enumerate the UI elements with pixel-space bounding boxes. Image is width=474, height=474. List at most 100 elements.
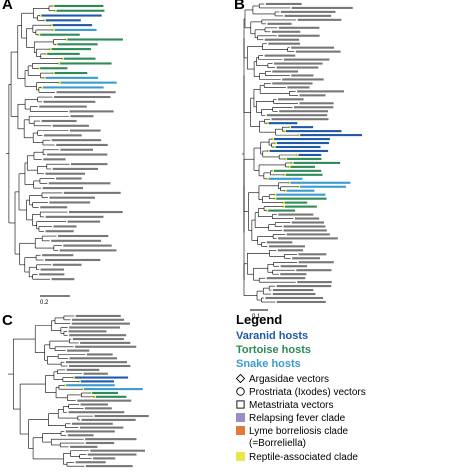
leaf-label-bar xyxy=(268,177,303,180)
leaf-label-bar xyxy=(266,114,328,117)
leaf-label-bar xyxy=(69,129,101,132)
leaf-label-bar xyxy=(59,249,117,252)
leaf-label-bar xyxy=(83,372,108,375)
legend-title: Legend xyxy=(236,312,283,327)
leaf-node-marker xyxy=(274,141,277,145)
leaf-label-bar xyxy=(69,334,127,337)
leaf-label-bar xyxy=(40,67,68,70)
legend-reptile-label: Reptile-associated clade xyxy=(249,452,358,463)
leaf-label-bar xyxy=(284,201,308,204)
leaf-label-bar xyxy=(272,292,316,296)
leaf-label-bar xyxy=(66,384,115,387)
leaf-label-bar xyxy=(85,465,133,468)
leaf-label-bar xyxy=(272,82,313,85)
leaf-label-bar xyxy=(276,66,319,69)
leaf-label-bar xyxy=(40,268,65,271)
leaf-label-bar xyxy=(79,426,124,429)
legend-relapsing-fever: Relapsing fever clade xyxy=(236,413,345,425)
leaf-label-bar xyxy=(272,70,299,73)
leaf-label-bar xyxy=(278,237,338,240)
leaf-label-bar xyxy=(80,403,108,406)
legend-relapsing-label: Relapsing fever clade xyxy=(249,413,346,424)
leaf-node-marker xyxy=(297,185,300,189)
leaf-label-bar xyxy=(298,153,322,156)
leaf-label-bar xyxy=(51,139,102,142)
leaf-label-bar xyxy=(290,181,351,184)
leaf-label-bar xyxy=(63,191,121,194)
leaf-label-bar xyxy=(290,165,315,168)
leaf-label-bar xyxy=(48,182,111,185)
leaf-label-bar xyxy=(283,225,326,228)
leaf-label-bar xyxy=(63,244,112,247)
legend-argasidae-label: Argasidae vectors xyxy=(249,374,330,385)
leaf-label-bar xyxy=(80,380,115,383)
diamond-icon xyxy=(236,374,245,383)
leaf-label-bar xyxy=(278,213,314,216)
leaf-label-bar xyxy=(70,445,98,448)
legend-varanid-hosts: Varanid hosts xyxy=(236,330,309,342)
leaf-node-marker xyxy=(287,165,291,169)
leaf-label-bar xyxy=(51,278,75,281)
leaf-label-bar xyxy=(45,19,81,22)
leaf-node-marker xyxy=(273,193,276,197)
leaf-label-bar xyxy=(300,134,362,137)
leaf-label-bar xyxy=(276,193,326,196)
scale-bar-a-label: 0.2 xyxy=(40,300,49,306)
leaf-label-bar xyxy=(70,115,94,118)
leaf-label-bar xyxy=(265,2,302,5)
leaf-label-bar xyxy=(86,353,113,356)
leaf-label-bar xyxy=(295,50,341,53)
leaf-label-bar xyxy=(56,9,105,12)
leaf-label-bar xyxy=(282,78,324,81)
panel-c-letter: C xyxy=(2,312,13,329)
leaf-label-bar xyxy=(80,341,131,344)
leaf-label-bar xyxy=(297,281,332,284)
legend-prostriata: Prostriata (Ixodes) vectors xyxy=(236,387,366,399)
leaf-label-bar xyxy=(42,86,104,89)
leaf-label-bar xyxy=(285,130,342,133)
leaf-label-bar xyxy=(60,148,94,151)
leaf-label-bar xyxy=(74,376,129,379)
leaf-label-bar xyxy=(49,196,95,199)
leaf-label-bar xyxy=(45,230,74,233)
leaf-label-bar xyxy=(264,54,296,57)
leaf-node-marker xyxy=(265,121,269,125)
leaf-label-bar xyxy=(269,149,329,153)
leaf-label-bar xyxy=(69,326,120,329)
leaf-label-bar xyxy=(45,172,86,175)
leaf-label-bar xyxy=(276,285,332,288)
leaf-label-bar xyxy=(84,388,143,391)
leaf-label-bar xyxy=(47,153,108,156)
leaf-label-bar xyxy=(296,269,332,272)
leaf-label-bar xyxy=(71,422,113,425)
leaf-label-bar xyxy=(291,6,353,9)
leaf-label-bar xyxy=(268,42,301,45)
leaf-label-bar xyxy=(283,229,327,232)
leaf-label-bar xyxy=(95,395,127,398)
leaf-label-bar xyxy=(54,28,97,31)
leaf-label-bar xyxy=(67,349,90,352)
leaf-label-bar xyxy=(43,134,82,137)
leaf-label-bar xyxy=(268,209,296,212)
leaf-label-bar xyxy=(87,453,137,456)
leaf-label-bar xyxy=(52,124,89,127)
leaf-label-bar xyxy=(287,86,310,89)
leaf-label-bar xyxy=(54,72,88,75)
leaf-label-bar xyxy=(56,177,82,180)
leaf-label-bar xyxy=(71,163,108,166)
leaf-label-bar xyxy=(67,38,123,41)
purple-swatch-icon xyxy=(236,413,245,422)
leaf-label-bar xyxy=(277,249,304,252)
leaf-label-bar xyxy=(72,318,125,321)
leaf-label-bar xyxy=(272,289,314,292)
leaf-label-bar xyxy=(267,22,292,25)
leaf-label-bar xyxy=(71,322,130,325)
leaf-label-bar xyxy=(287,157,322,160)
leaf-label-bar xyxy=(266,241,293,244)
legend-lyme-sub: (=Borreliella) xyxy=(249,438,306,449)
leaf-label-bar xyxy=(41,119,77,123)
leaf-label-bar xyxy=(278,26,320,29)
leaf-node-marker xyxy=(297,133,300,137)
